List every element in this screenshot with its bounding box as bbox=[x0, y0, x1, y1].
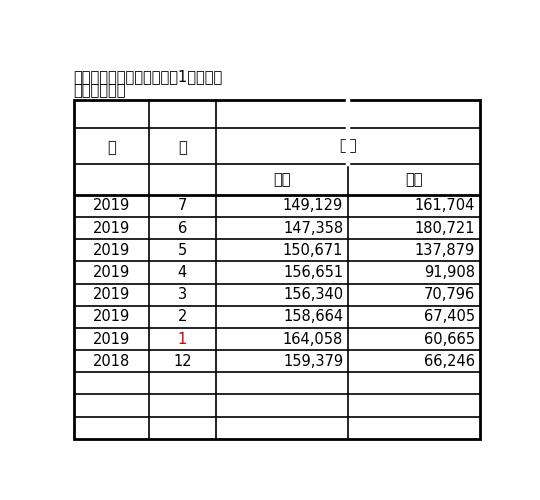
Text: 67,405: 67,405 bbox=[424, 310, 475, 324]
Text: 3: 3 bbox=[178, 287, 187, 302]
Text: 7: 7 bbox=[178, 198, 187, 214]
Text: 数量＝各仮想通貨における1通貨単位: 数量＝各仮想通貨における1通貨単位 bbox=[73, 69, 223, 84]
Text: 2019: 2019 bbox=[93, 198, 130, 214]
Text: 5: 5 bbox=[178, 243, 187, 258]
Text: 6: 6 bbox=[178, 220, 187, 236]
Text: 数量: 数量 bbox=[273, 172, 291, 187]
Text: 66,246: 66,246 bbox=[424, 354, 475, 368]
Text: 2019: 2019 bbox=[93, 243, 130, 258]
Text: 164,058: 164,058 bbox=[283, 332, 343, 346]
Text: 2018: 2018 bbox=[93, 354, 130, 368]
Text: 月: 月 bbox=[178, 140, 187, 155]
Text: 1: 1 bbox=[178, 332, 187, 346]
Text: 159,379: 159,379 bbox=[283, 354, 343, 368]
Text: 147,358: 147,358 bbox=[283, 220, 343, 236]
Text: 70,796: 70,796 bbox=[424, 287, 475, 302]
Text: 2: 2 bbox=[178, 310, 187, 324]
Bar bbox=[73, 100, 480, 439]
Text: 12: 12 bbox=[173, 354, 192, 368]
Text: 91,908: 91,908 bbox=[424, 265, 475, 280]
Text: 2019: 2019 bbox=[93, 220, 130, 236]
Text: 156,340: 156,340 bbox=[283, 287, 343, 302]
Text: 161,704: 161,704 bbox=[415, 198, 475, 214]
Text: 現物: 現物 bbox=[339, 138, 356, 154]
Text: 2019: 2019 bbox=[93, 332, 130, 346]
Text: 年: 年 bbox=[107, 140, 116, 155]
Text: 2019: 2019 bbox=[93, 287, 130, 302]
Text: 156,651: 156,651 bbox=[283, 265, 343, 280]
Text: 158,664: 158,664 bbox=[283, 310, 343, 324]
Text: 137,879: 137,879 bbox=[415, 243, 475, 258]
Text: 149,129: 149,129 bbox=[283, 198, 343, 214]
Text: 2019: 2019 bbox=[93, 310, 130, 324]
Text: 60,665: 60,665 bbox=[424, 332, 475, 346]
Text: 4: 4 bbox=[178, 265, 187, 280]
Text: 150,671: 150,671 bbox=[283, 243, 343, 258]
Text: 2019: 2019 bbox=[93, 265, 130, 280]
Text: 金額: 金額 bbox=[405, 172, 423, 187]
Text: 180,721: 180,721 bbox=[415, 220, 475, 236]
Text: 金額＝百万円: 金額＝百万円 bbox=[73, 83, 126, 98]
